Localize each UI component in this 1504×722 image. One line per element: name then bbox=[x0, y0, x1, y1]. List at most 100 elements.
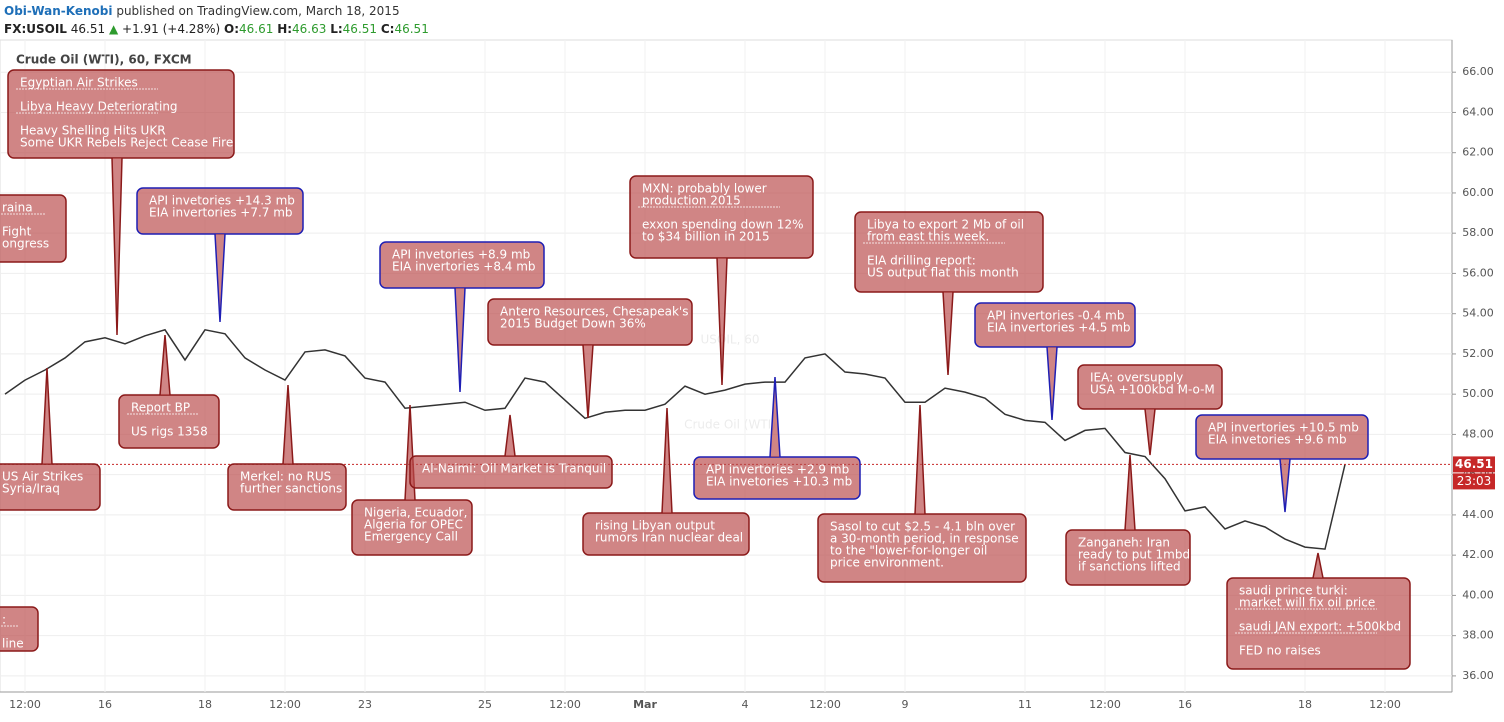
annotation-text: ready to put 1mbd bbox=[1078, 548, 1190, 562]
y-tick-label: 56.00 bbox=[1462, 266, 1494, 279]
annotation: Al-Naimi: Oil Market is Tranquil bbox=[409, 414, 613, 489]
change: +1.91 (+4.28%) bbox=[122, 22, 220, 36]
annotation-text: raina bbox=[2, 201, 33, 215]
countdown-tag bbox=[1453, 473, 1495, 490]
ohlc-label: H: bbox=[277, 22, 292, 36]
annotation-pointer bbox=[505, 415, 515, 456]
annotation-text: exxon spending down 12% bbox=[642, 218, 803, 232]
annotation-text: market will fix oil price bbox=[1239, 596, 1375, 610]
annotation-text: rumors Iran nuclear deal bbox=[595, 531, 743, 545]
x-tick-label: 16 bbox=[98, 698, 112, 711]
annotation-text: to the "lower-for-longer oil bbox=[830, 544, 987, 558]
x-tick-label: 12:00 bbox=[549, 698, 581, 711]
annotation-pointer bbox=[215, 234, 225, 322]
annotation-text: further sanctions bbox=[240, 482, 342, 496]
y-tick-label: 44.00 bbox=[1462, 508, 1494, 521]
y-tick-label: 66.00 bbox=[1462, 65, 1494, 78]
annotation-pointer bbox=[915, 405, 925, 514]
ohlc-value: 46.63 bbox=[292, 22, 326, 36]
countdown-label: 23:03 bbox=[1457, 474, 1492, 488]
annotation-pointer bbox=[1145, 409, 1155, 455]
x-tick-label: 23 bbox=[358, 698, 372, 711]
annotation: Egyptian Air Strikes Libya Heavy Deterior… bbox=[7, 69, 235, 336]
last-price-tag bbox=[1453, 456, 1495, 473]
annotation-pointer bbox=[1125, 455, 1135, 530]
annotation-text: Nigeria, Ecuador, bbox=[364, 506, 467, 520]
annotation-pointer-edge bbox=[159, 334, 171, 396]
annotation-text: Al-Naimi: Oil Market is Tranquil bbox=[422, 462, 606, 476]
annotation-text: from east this week. bbox=[867, 230, 989, 244]
annotation-pointer-edge bbox=[716, 257, 728, 386]
annotation-text: production 2015 bbox=[642, 194, 741, 208]
annotation-box bbox=[0, 606, 39, 652]
annotation-pointer bbox=[283, 385, 293, 464]
annotation-text: API invetories +14.3 mb bbox=[149, 194, 295, 208]
header-line-1: Obi-Wan-Kenobi published on TradingView.… bbox=[4, 4, 400, 18]
annotation-text: US output flat this month bbox=[867, 266, 1019, 280]
annotation-text: : bbox=[2, 613, 6, 627]
annotation-text: Fight bbox=[2, 225, 32, 239]
annotation-pointer bbox=[455, 288, 465, 392]
annotation-pointer-edge bbox=[769, 376, 781, 458]
annotation-pointer bbox=[770, 377, 780, 457]
annotation-text: Emergency Call bbox=[364, 530, 458, 544]
y-tick-label: 54.00 bbox=[1462, 307, 1494, 320]
watermark: USOIL, 60 bbox=[701, 333, 760, 347]
annotation-text: Sasol to cut $2.5 - 4.1 bln over bbox=[830, 520, 1015, 534]
annotation-pointer-edge bbox=[1279, 458, 1291, 513]
y-tick-label: 58.00 bbox=[1462, 226, 1494, 239]
annotation-pointer bbox=[1047, 347, 1057, 420]
ohlc-label: L: bbox=[330, 22, 342, 36]
ohlc-label: O: bbox=[224, 22, 239, 36]
annotation-pointer bbox=[583, 345, 593, 418]
annotation-text: rising Libyan output bbox=[595, 519, 715, 533]
annotation-text: Libya to export 2 Mb of oil bbox=[867, 218, 1024, 232]
annotation-pointer bbox=[943, 292, 953, 375]
annotation-text: IEA: oversupply bbox=[1090, 371, 1183, 385]
annotation-pointer bbox=[160, 335, 170, 395]
annotation-pointer-edge bbox=[914, 404, 926, 515]
annotation-pointer-edge bbox=[1312, 552, 1324, 579]
annotation-pointer bbox=[42, 368, 52, 464]
annotation-pointer-edge bbox=[1124, 454, 1136, 531]
annotation-pointer bbox=[717, 258, 727, 385]
x-tick-label: 18 bbox=[1298, 698, 1312, 711]
annotation-pointer-edge bbox=[504, 414, 516, 457]
y-tick-label: 36.00 bbox=[1462, 669, 1494, 682]
y-tick-label: 64.00 bbox=[1462, 105, 1494, 118]
annotation-pointer-edge bbox=[942, 291, 954, 376]
annotation-text: EIA invertories +7.7 mb bbox=[149, 206, 293, 220]
annotation-text: 2015 Budget Down 36% bbox=[500, 317, 646, 331]
y-tick-label: 40.00 bbox=[1462, 588, 1494, 601]
annotation: Nigeria, Ecuador,Algeria for OPECEmergen… bbox=[351, 404, 473, 556]
ohlc-value: 46.51 bbox=[394, 22, 428, 36]
x-tick-label: 18 bbox=[198, 698, 212, 711]
x-tick-label: 12:00 bbox=[1089, 698, 1121, 711]
y-tick-label: 50.00 bbox=[1462, 387, 1494, 400]
author[interactable]: Obi-Wan-Kenobi bbox=[4, 4, 113, 18]
annotation-text: EIA invertories +8.4 mb bbox=[392, 260, 536, 274]
annotation-text: Zanganeh: Iran bbox=[1078, 536, 1170, 550]
annotation-text: API invetories +8.9 mb bbox=[392, 248, 530, 262]
annotation-text: EIA invetories +9.6 mb bbox=[1208, 433, 1347, 447]
x-tick-label: 9 bbox=[902, 698, 909, 711]
annotation-text: Algeria for OPEC bbox=[364, 518, 463, 532]
x-tick-label: 12:00 bbox=[269, 698, 301, 711]
annotation-pointer-edge bbox=[41, 367, 53, 465]
annotation-pointer-edge bbox=[111, 157, 123, 336]
ohlc-value: 46.51 bbox=[343, 22, 377, 36]
annotation-text: Heavy Shelling Hits UKR bbox=[20, 124, 166, 138]
x-tick-label: 12:00 bbox=[1369, 698, 1401, 711]
annotation-pointer-edge bbox=[1046, 346, 1058, 421]
annotation-pointer-edge bbox=[582, 344, 594, 419]
annotation-text: price environment. bbox=[830, 556, 944, 570]
annotation-text: EIA invetories +10.3 mb bbox=[706, 475, 852, 489]
